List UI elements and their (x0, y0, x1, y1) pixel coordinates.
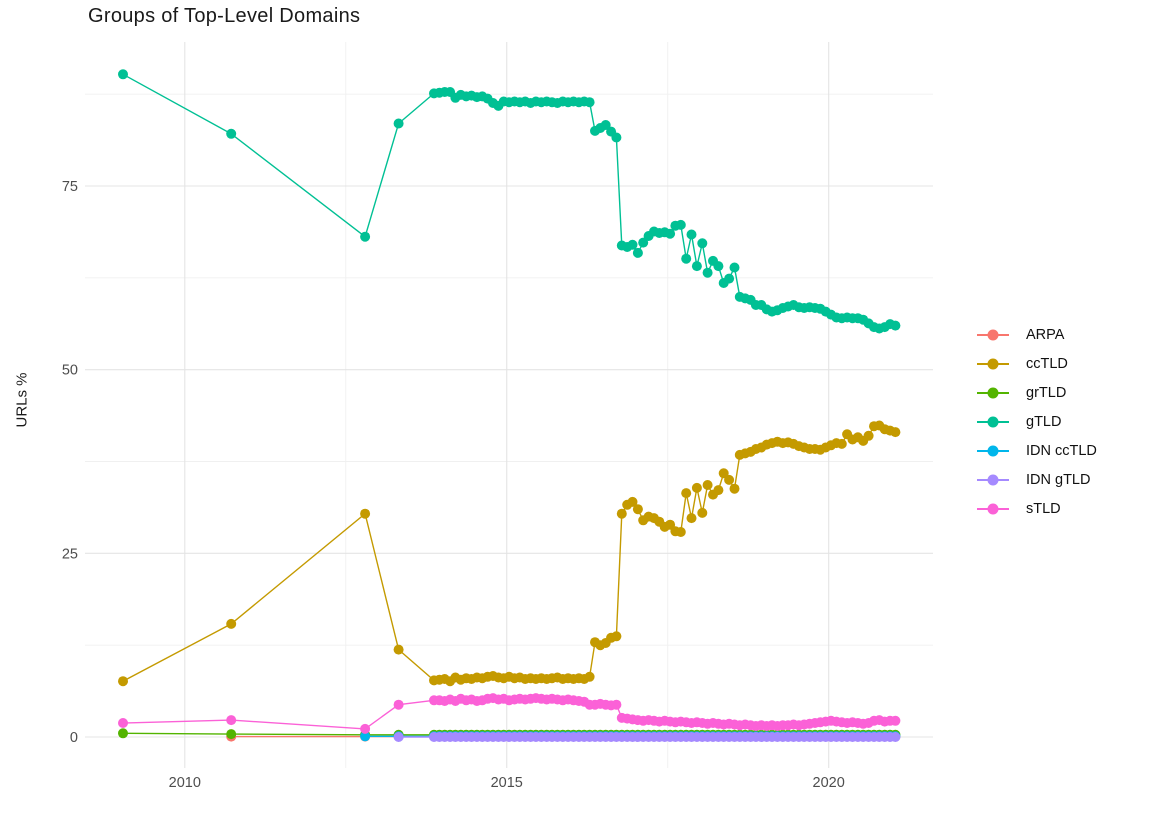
legend-key-icon (977, 445, 1009, 456)
legend-key-icon (977, 387, 1009, 398)
data-point (863, 430, 874, 441)
data-point (686, 229, 697, 240)
data-point (118, 718, 128, 728)
legend-item-idn-cctld: IDN ccTLD (976, 436, 1097, 465)
data-point (718, 468, 729, 479)
series-line (122, 73, 896, 330)
legend-item-gtld: gTLD (976, 407, 1097, 436)
legend-item-label: IDN ccTLD (1026, 442, 1097, 459)
data-point (681, 488, 692, 499)
data-point (360, 508, 371, 519)
data-point (675, 219, 686, 230)
data-point (724, 273, 735, 284)
data-point (638, 237, 649, 248)
y-tick-label: 75 (62, 179, 78, 195)
data-point (713, 485, 724, 496)
data-point (393, 644, 404, 655)
data-point (890, 427, 901, 438)
data-point (118, 728, 128, 739)
data-point (665, 228, 676, 239)
data-point (713, 261, 724, 272)
data-point (611, 699, 622, 710)
data-point (691, 261, 702, 272)
data-point (632, 504, 643, 515)
data-point (600, 120, 611, 130)
data-point (393, 732, 404, 742)
data-point (729, 262, 740, 273)
y-tick-label: 0 (70, 730, 78, 746)
data-point (632, 247, 643, 258)
legend-item-label: ARPA (1026, 326, 1065, 343)
legend-key-icon (977, 358, 1009, 369)
legend-dot-icon (987, 445, 999, 456)
x-tick-label: 2010 (169, 775, 201, 791)
data-point (890, 732, 901, 742)
data-point (681, 253, 692, 264)
data-point (697, 507, 708, 518)
data-point (226, 715, 237, 726)
legend-item-label: sTLD (1026, 500, 1061, 517)
data-point (118, 69, 128, 80)
data-point (584, 97, 595, 108)
legend-key-icon (977, 503, 1009, 514)
data-point (360, 231, 371, 242)
data-point (729, 483, 740, 494)
data-point (627, 239, 638, 250)
data-point (611, 631, 622, 642)
chart-title: Groups of Top-Level Domains (88, 5, 361, 27)
legend-dot-icon (987, 474, 999, 485)
y-tick-label: 25 (62, 546, 78, 562)
data-point (836, 438, 847, 449)
data-point (118, 676, 128, 687)
data-point (360, 723, 371, 734)
data-point (616, 508, 627, 519)
data-point (702, 267, 713, 278)
legend-item-label: IDN gTLD (1026, 471, 1091, 488)
legend-item-grtld: grTLD (976, 378, 1097, 407)
legend-key-icon (977, 329, 1009, 340)
legend-key-icon (977, 416, 1009, 427)
data-point (691, 482, 702, 493)
data-point (611, 132, 622, 143)
legend-item-label: ccTLD (1026, 355, 1068, 372)
data-point (226, 618, 237, 629)
legend-item-label: grTLD (1026, 384, 1067, 401)
data-point (724, 474, 735, 485)
legend-dot-icon (987, 416, 999, 427)
legend: ARPA ccTLD grTLD gTLD IDN ccTLD IDN gTLD sTLD (976, 320, 1097, 523)
legend-item-label: gTLD (1026, 413, 1062, 430)
legend-dot-icon (987, 387, 999, 398)
data-point (675, 527, 686, 537)
data-point (226, 128, 237, 139)
legend-item-cctld: ccTLD (976, 349, 1097, 378)
data-point (890, 715, 901, 726)
x-tick-label: 2020 (813, 775, 845, 791)
x-tick-label: 2015 (491, 775, 523, 791)
data-point (393, 699, 404, 710)
y-tick-label: 50 (62, 363, 78, 379)
data-point (584, 671, 595, 682)
legend-item-arpa: ARPA (976, 320, 1097, 349)
data-point (627, 496, 638, 507)
legend-key-icon (977, 474, 1009, 485)
legend-dot-icon (987, 358, 999, 369)
data-point (702, 480, 713, 490)
legend-dot-icon (987, 503, 999, 514)
data-point (393, 118, 404, 129)
data-point (686, 513, 697, 524)
data-point (360, 731, 371, 742)
data-point (890, 320, 901, 331)
data-point (226, 729, 237, 740)
data-point (697, 238, 708, 249)
legend-dot-icon (987, 329, 999, 340)
legend-item-idn-gtld: IDN gTLD (976, 465, 1097, 494)
legend-item-stld: sTLD (976, 494, 1097, 523)
